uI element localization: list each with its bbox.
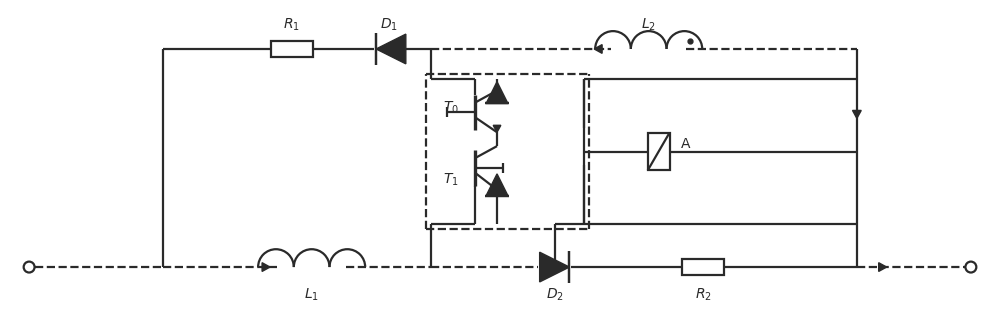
Bar [648,133,670,171]
Polygon shape [486,174,508,196]
Polygon shape [262,263,270,271]
Text: $R_1$: $R_1$ [283,17,300,33]
Polygon shape [376,34,406,64]
Polygon shape [853,110,861,118]
Text: $L_2$: $L_2$ [641,17,656,33]
Bar [271,41,313,57]
Text: $D_1$: $D_1$ [380,17,398,33]
Polygon shape [486,82,508,103]
Text: $T_1$: $T_1$ [443,172,458,188]
Polygon shape [879,263,887,271]
Polygon shape [493,125,501,132]
Text: A: A [680,137,690,151]
Polygon shape [493,183,501,190]
Polygon shape [540,252,569,282]
Bar [682,259,724,275]
Text: $L_1$: $L_1$ [304,287,319,303]
Text: $D_2$: $D_2$ [546,287,563,303]
Text: $T_0$: $T_0$ [443,99,458,116]
Polygon shape [594,44,602,53]
Text: $R_2$: $R_2$ [695,287,712,303]
